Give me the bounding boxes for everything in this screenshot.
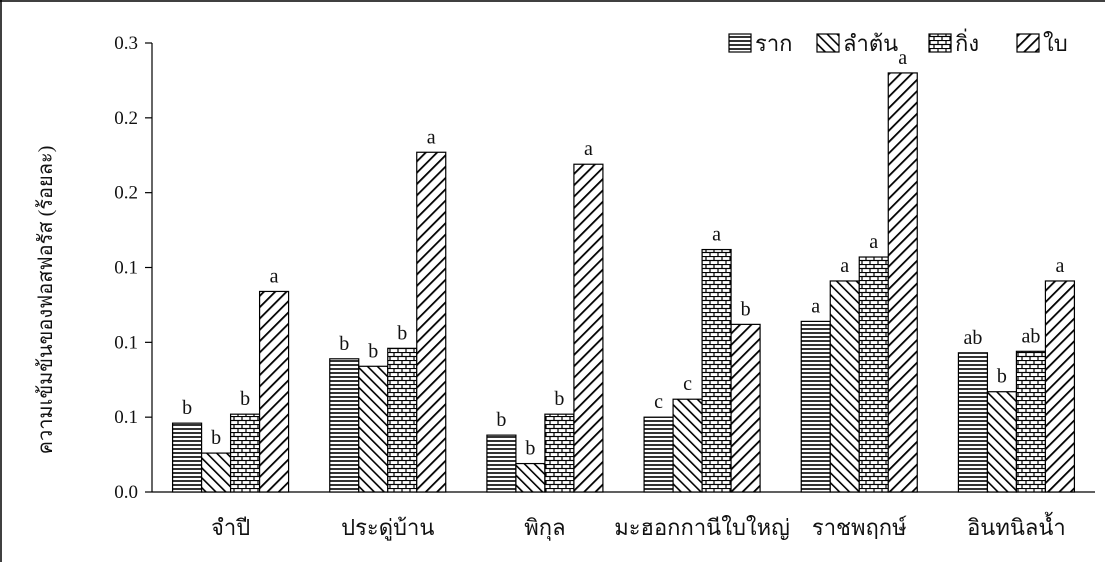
- bar: [672, 398, 703, 493]
- bar-significance-label: b: [339, 333, 349, 355]
- x-tick-label: ประดู่บ้าน: [341, 515, 434, 541]
- bar: [358, 365, 389, 493]
- y-tick-label: 0.1: [114, 407, 138, 428]
- bar-significance-label: c: [654, 391, 663, 413]
- legend-swatch: [816, 33, 840, 53]
- bar-significance-label: a: [584, 138, 593, 160]
- legend-swatch: [928, 33, 952, 53]
- x-tick-label: พิกุล: [524, 515, 565, 541]
- legend: ราก ลำต้น กิ่ง ใบ: [728, 28, 1068, 56]
- legend-swatch: [728, 33, 752, 53]
- bar: [643, 416, 674, 493]
- bar-significance-label: a: [427, 126, 436, 148]
- bar: [730, 323, 761, 493]
- bar-significance-label: a: [869, 231, 878, 253]
- y-tick-label: 0.1: [114, 332, 138, 353]
- bar-significance-label: a: [840, 255, 849, 277]
- x-tick-label: ราชพฤกษ์: [812, 515, 907, 540]
- bar-significance-label: b: [496, 409, 506, 431]
- bar-significance-label: b: [997, 366, 1007, 388]
- bar: [486, 434, 517, 493]
- x-tick-label: จำปี: [211, 515, 250, 540]
- bar: [829, 280, 860, 493]
- y-tick-label: 0.2: [114, 108, 138, 129]
- bar-significance-label: b: [240, 388, 250, 410]
- bar: [200, 452, 232, 493]
- legend-swatch: [1016, 33, 1040, 53]
- bar: [986, 391, 1018, 493]
- bar-significance-label: b: [525, 438, 535, 460]
- bar: [1015, 350, 1047, 493]
- y-tick-label: 0.2: [114, 183, 138, 204]
- bar-significance-label: b: [741, 298, 751, 320]
- bar-significance-label: b: [211, 427, 221, 449]
- bar: [229, 413, 261, 493]
- bar-significance-label: c: [683, 373, 692, 395]
- bar: [329, 358, 360, 493]
- bars: [171, 72, 1076, 493]
- bar: [800, 320, 831, 493]
- legend-label: กิ่ง: [955, 28, 979, 56]
- x-tick-label: อินทนิลน้ำ: [967, 512, 1066, 540]
- x-tick-labels: จำปี ประดู่บ้าน พิกุล มะฮอกกานีใบใหญ่ ราชพฤก…: [211, 512, 1066, 541]
- bar: [573, 163, 604, 493]
- bar: [258, 290, 290, 493]
- bar-significance-label: ab: [963, 327, 982, 349]
- bar-significance-label: a: [712, 224, 721, 246]
- x-tick-label: มะฮอกกานีใบใหญ่: [614, 515, 790, 540]
- legend-label: ลำต้น: [843, 31, 898, 56]
- bar-significance-label: b: [182, 397, 192, 419]
- bar: [957, 352, 989, 493]
- legend-label: ราก: [755, 31, 793, 56]
- bar: [887, 72, 918, 493]
- bar-significance-label: a: [811, 295, 820, 317]
- bar-significance-label: a: [270, 265, 279, 287]
- bar: [515, 462, 546, 493]
- bar: [701, 248, 732, 493]
- legend-label: ใบ: [1043, 31, 1068, 56]
- bar: [387, 347, 418, 493]
- y-axis-title: ความเข้มข้นของฟอสฟอรัส (ร้อยละ): [35, 146, 57, 455]
- y-tick-label: 0.0: [114, 482, 138, 503]
- bar-significance-label: a: [898, 47, 907, 69]
- bar-significance-label: b: [397, 322, 407, 344]
- bar-significance-label: b: [554, 388, 564, 410]
- bar: [416, 151, 447, 493]
- bar: [858, 256, 889, 493]
- y-tick-label: 0.1: [114, 258, 138, 279]
- bar: [1044, 280, 1076, 493]
- y-tick-label: 0.3: [114, 33, 138, 54]
- bar-significance-label: b: [368, 340, 378, 362]
- bar: [171, 422, 203, 493]
- axes: 0.0 0.1 0.1 0.1 0.2 0.2 0.3: [114, 33, 1095, 503]
- bar-significance-label: ab: [1021, 325, 1040, 347]
- bar-significance-label: a: [1055, 255, 1064, 277]
- bar: [544, 413, 575, 493]
